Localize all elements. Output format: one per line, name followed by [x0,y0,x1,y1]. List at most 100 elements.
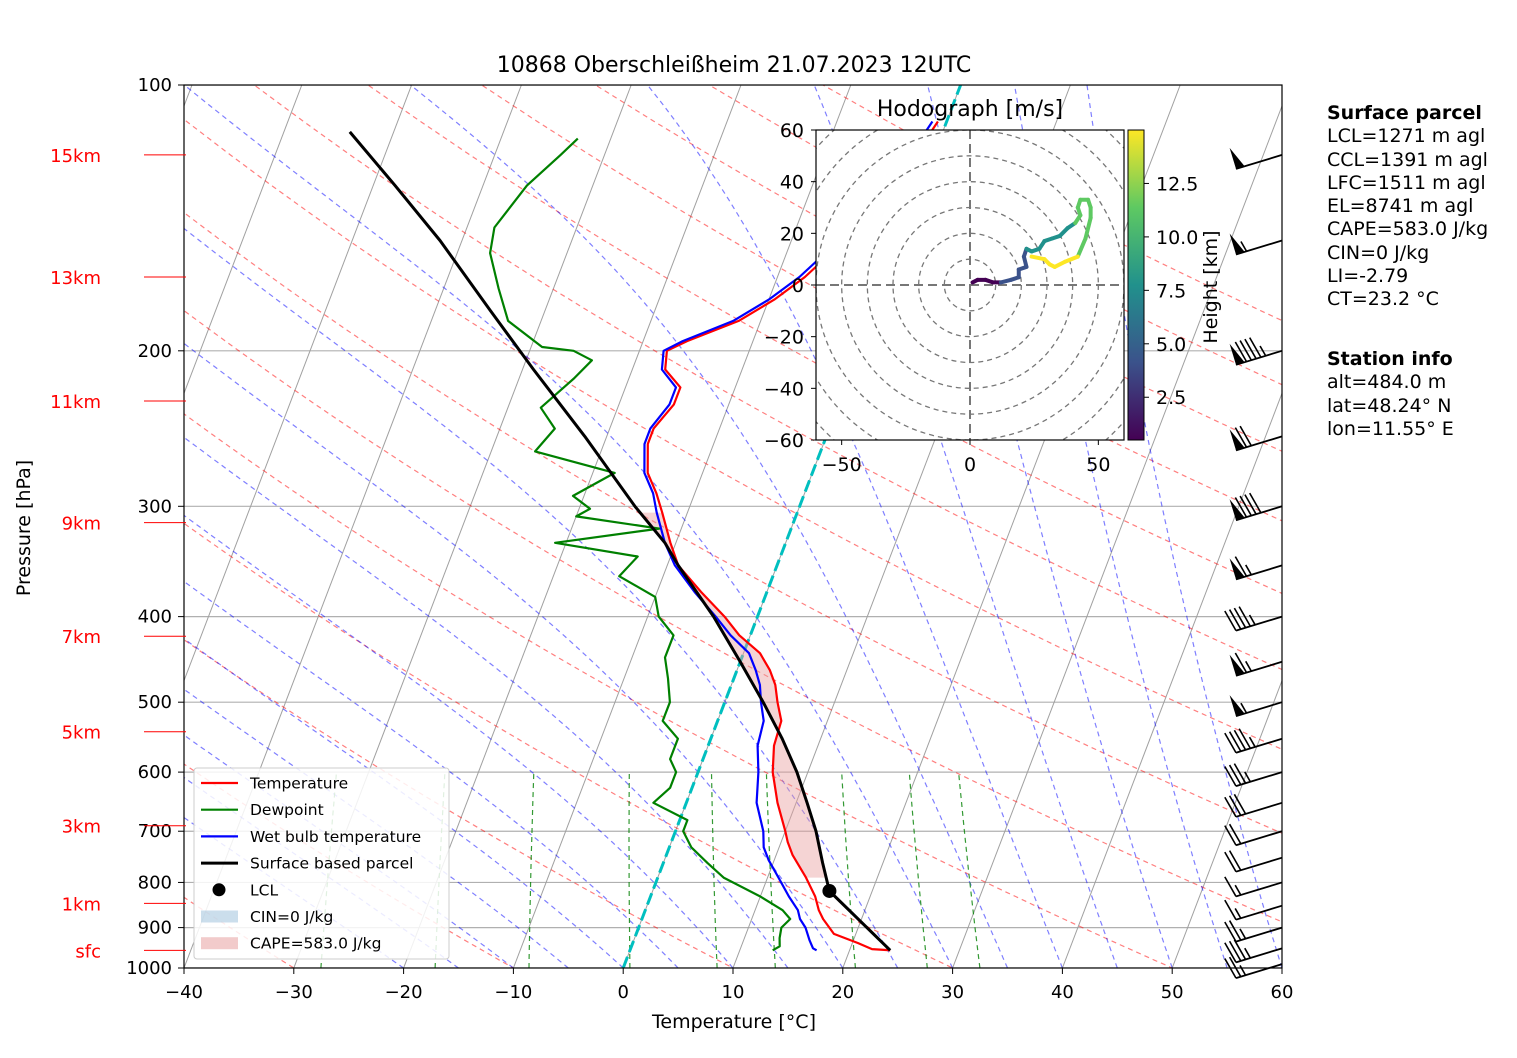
wind-barb [1229,556,1283,581]
x-tick-label: 0 [617,982,628,1003]
legend-box [193,767,450,960]
hodograph-ring [918,232,1022,338]
barb-flag [1229,654,1245,676]
barb-staff [1235,856,1283,873]
hodograph-y-tick-label: −40 [764,378,804,400]
surface-parcel-heading: Surface parcel [1327,102,1482,124]
wind-barb [1229,233,1283,256]
barb-full [1234,652,1248,673]
barb-staff [1235,615,1283,632]
hodograph-x-tick-label: −50 [822,454,862,476]
moist-adiabat [184,580,679,968]
surface-parcel-el: EL=8741 m agl [1327,195,1474,218]
barb-full [1224,825,1237,846]
moist-adiabat [184,85,954,968]
barb-staff [1235,881,1283,898]
surface-parcel-cin: CIN=0 J/kg [1327,241,1430,264]
moist-adiabat [184,734,514,968]
wind-barb [1224,956,1283,980]
barb-flag [1229,147,1245,169]
barb-half [1259,345,1267,357]
barb-full [1244,338,1257,360]
moist-adiabat [1013,85,1228,968]
barb-staff [1235,737,1283,754]
barb-full [1224,851,1237,873]
legend-label: Temperature [249,775,348,793]
cape-area [640,512,827,878]
dry-adiabat [184,118,1282,750]
mixing-ratio-line [841,772,856,968]
dry-adiabat [184,639,735,968]
barb-full [1228,940,1242,962]
surface-parcel-lfc: LFC=1511 m agl [1327,171,1486,194]
hodograph-y-tick-label: −20 [764,327,804,349]
surface-parcel-ccl: CCL=1391 m agl [1327,148,1488,171]
barb-full [1233,763,1247,784]
wind-barb [1229,337,1283,366]
barb-full [1228,850,1242,871]
moist-adiabat [409,85,1009,968]
legend: Temperature Dewpoint Wet bulb temperature S… [193,767,450,960]
height-label: 13km [50,268,101,289]
moist-adiabat [1086,85,1282,968]
hodograph-x-tick-label: 50 [1086,454,1110,476]
height-label: 1km [62,894,101,915]
legend-label: CIN=0 J/kg [250,908,333,926]
height-label: 7km [62,627,101,648]
station-info-panel: Station info alt=484.0 m lat=48.24° N lo… [1327,348,1454,441]
x-tick-label: −10 [494,982,532,1003]
hodograph-x-tick-label: 0 [964,454,976,476]
x-tick-label: −30 [275,982,313,1003]
barb-staff [1235,963,1283,980]
barb-full [1228,764,1242,786]
barb-staff [1235,926,1283,943]
barb-full [1224,921,1237,942]
barb-full [1228,795,1242,816]
barb-full [1233,607,1247,629]
barb-full [1239,425,1253,447]
hodograph-y-tick-label: 40 [780,172,804,194]
isotherm [184,85,303,395]
barb-full [1238,606,1252,627]
surface-parcel-li: LI=-2.79 [1327,265,1409,288]
hodograph-y-tick-label: −60 [764,430,804,452]
station-info-heading: Station info [1327,348,1453,370]
barb-full [1234,427,1248,448]
y-tick-label: 100 [138,75,172,96]
barb-half [1240,241,1248,252]
profile-lines [348,120,939,952]
y-tick-label: 200 [138,341,172,362]
legend-swatch-cape [201,937,238,950]
wind-barb [1229,425,1283,452]
mixing-ratio-line [765,772,776,968]
wind-barb [1224,823,1283,847]
hodograph: −50 0 50 60 40 20 0 −20 −40 −60 2.5 5.0 7.5 10.0 12.5 H… [764,120,1222,476]
barb-half [1240,702,1248,714]
chart-title: 10868 Oberschleißheim 21.07.2023 12UTC [497,53,972,78]
isotherm [1171,679,1282,968]
colorbar-tick-label: 2.5 [1156,387,1186,409]
barb-half [1234,884,1242,896]
legend-label: Dewpoint [250,801,324,819]
wind-barb [1224,850,1283,873]
mixing-ratio-line [628,772,631,968]
moist-adiabat [184,227,899,968]
height-label: 5km [62,723,101,744]
barb-full [1238,728,1252,749]
x-tick-label: 50 [1161,982,1184,1003]
colorbar [1127,129,1145,441]
mixing-ratio-line [710,772,718,968]
y-axis-label: Pressure [hPa] [13,460,35,596]
height-label: sfc [75,941,101,962]
surface-parcel-panel: Surface parcel LCL=1271 m agl CCL=1391 m… [1327,102,1488,312]
barb-full [1233,729,1247,751]
wind-barb [1229,147,1283,170]
x-tick-label: 20 [831,982,854,1003]
station-altitude: alt=484.0 m [1327,371,1447,394]
barb-half [1245,660,1253,672]
lcl-marker [822,883,837,898]
barb-half [1244,947,1252,959]
barb-flag [1229,558,1245,580]
series-temperature [646,120,939,952]
